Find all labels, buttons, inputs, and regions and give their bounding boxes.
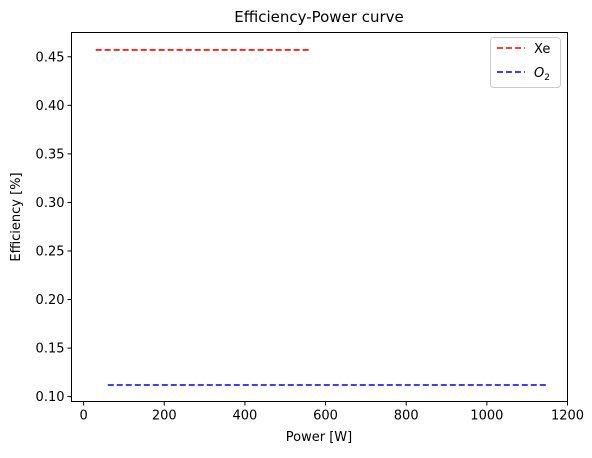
y-axis-label: Efficiency [%] (9, 172, 24, 261)
legend-label-o2-sub: 2 (544, 73, 550, 83)
y-tick-label: 0.45 (36, 50, 65, 65)
x-tick-label: 600 (313, 409, 338, 424)
y-tick-label: 0.25 (36, 244, 65, 259)
y-tick-label: 0.20 (36, 293, 65, 308)
y-tick-label: 0.35 (36, 147, 65, 162)
x-tick-label: 0 (79, 409, 87, 424)
x-tick-label: 800 (394, 409, 419, 424)
y-ticks: 0.10 0.15 0.20 0.25 0.30 0.35 0.40 0.45 (36, 50, 72, 405)
y-tick-label: 0.10 (36, 390, 65, 405)
legend-label-o2-main: O (534, 66, 544, 81)
y-tick-label: 0.30 (36, 196, 65, 211)
x-ticks: 0 200 400 600 800 1000 1200 (79, 402, 584, 424)
x-tick-label: 400 (232, 409, 257, 424)
x-tick-label: 1000 (470, 409, 503, 424)
y-tick-label: 0.40 (36, 99, 65, 114)
y-tick-label: 0.15 (36, 342, 65, 357)
legend-label-xe: Xe (534, 42, 550, 57)
x-tick-label: 1200 (551, 409, 584, 424)
legend: Xe O2 (491, 38, 561, 88)
x-tick-label: 200 (152, 409, 177, 424)
chart-title: Efficiency-Power curve (234, 8, 404, 26)
x-axis-label: Power [W] (286, 430, 352, 445)
